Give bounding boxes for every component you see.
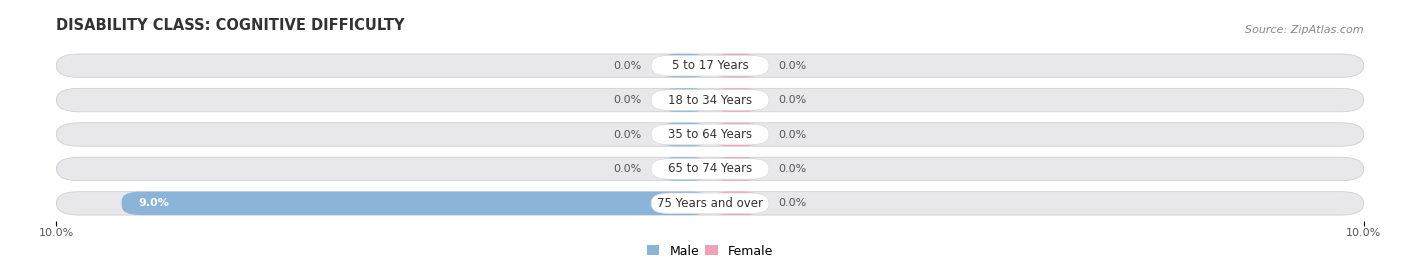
Text: 35 to 64 Years: 35 to 64 Years [668, 128, 752, 141]
Text: 18 to 34 Years: 18 to 34 Years [668, 94, 752, 107]
FancyBboxPatch shape [710, 123, 762, 146]
FancyBboxPatch shape [651, 124, 769, 145]
FancyBboxPatch shape [121, 192, 710, 215]
FancyBboxPatch shape [56, 88, 1364, 112]
Legend: Male, Female: Male, Female [643, 239, 778, 263]
FancyBboxPatch shape [658, 88, 710, 112]
FancyBboxPatch shape [56, 54, 1364, 77]
FancyBboxPatch shape [651, 90, 769, 110]
FancyBboxPatch shape [651, 159, 769, 179]
Text: 0.0%: 0.0% [779, 198, 807, 208]
Text: Source: ZipAtlas.com: Source: ZipAtlas.com [1246, 25, 1364, 35]
FancyBboxPatch shape [710, 88, 762, 112]
FancyBboxPatch shape [710, 54, 762, 77]
Text: 65 to 74 Years: 65 to 74 Years [668, 162, 752, 175]
Text: 0.0%: 0.0% [779, 61, 807, 71]
Text: 0.0%: 0.0% [613, 95, 641, 105]
Text: 0.0%: 0.0% [779, 164, 807, 174]
FancyBboxPatch shape [56, 192, 1364, 215]
Text: 0.0%: 0.0% [613, 164, 641, 174]
FancyBboxPatch shape [710, 192, 762, 215]
Text: 75 Years and over: 75 Years and over [657, 197, 763, 210]
Text: 0.0%: 0.0% [779, 95, 807, 105]
Text: 0.0%: 0.0% [613, 61, 641, 71]
Text: 0.0%: 0.0% [779, 129, 807, 140]
FancyBboxPatch shape [651, 193, 769, 214]
FancyBboxPatch shape [651, 55, 769, 76]
Text: 9.0%: 9.0% [138, 198, 169, 208]
FancyBboxPatch shape [56, 157, 1364, 181]
Text: DISABILITY CLASS: COGNITIVE DIFFICULTY: DISABILITY CLASS: COGNITIVE DIFFICULTY [56, 18, 405, 33]
FancyBboxPatch shape [658, 54, 710, 77]
Text: 0.0%: 0.0% [613, 129, 641, 140]
FancyBboxPatch shape [710, 157, 762, 181]
FancyBboxPatch shape [658, 123, 710, 146]
Text: 5 to 17 Years: 5 to 17 Years [672, 59, 748, 72]
FancyBboxPatch shape [56, 123, 1364, 146]
FancyBboxPatch shape [658, 157, 710, 181]
